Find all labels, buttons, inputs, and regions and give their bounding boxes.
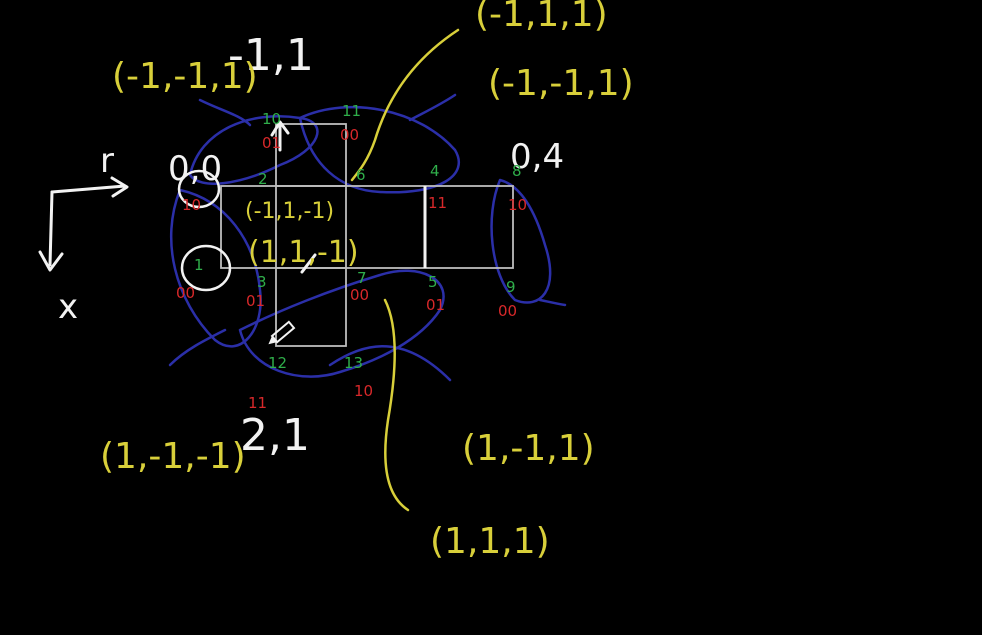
cell-index: 9	[506, 278, 516, 296]
coord-lower-marked: 2,1	[240, 410, 310, 461]
cursor-arrow-up	[270, 120, 290, 152]
blue-tail-2	[168, 328, 227, 367]
cell-code: 11	[428, 194, 447, 212]
cell-index: 1	[194, 256, 204, 274]
coord-top-right: 0,4	[510, 137, 564, 177]
blue-loop-strokes	[168, 93, 567, 382]
yellow-stroke-top	[350, 28, 460, 182]
cell-index: 2	[258, 170, 268, 188]
cell-index: 5	[428, 273, 438, 291]
cell-index: 12	[268, 354, 287, 372]
white-tick-center	[300, 253, 317, 274]
blue-loop-right-vertical	[490, 178, 552, 304]
cell-code: 10	[354, 382, 373, 400]
grid-row-upper	[220, 185, 514, 269]
blue-loop-left-top	[188, 115, 319, 185]
axis-r-label: r	[100, 141, 114, 181]
circle-cell-0	[177, 169, 221, 209]
blue-tail-3	[408, 93, 457, 122]
axis-arrows	[38, 120, 290, 272]
vector-center-2: (1,1,-1)	[248, 235, 359, 270]
vector-upper-left: (-1,-1,1)	[112, 56, 258, 97]
cell-code: 01	[426, 296, 445, 314]
vector-lower-right-1: (1,-1,1)	[462, 428, 595, 469]
cell-index: 10	[262, 110, 281, 128]
cell-code: 00	[498, 302, 517, 320]
vector-top-right-1: (-1,1,1)	[475, 0, 608, 35]
vector-center-1: (-1,1,-1)	[245, 199, 334, 224]
blue-tail-1	[198, 98, 252, 127]
axis-x-arrow	[38, 190, 64, 272]
circle-cell-1	[180, 244, 232, 292]
cell-index: 3	[257, 273, 267, 291]
cell-index: 11	[342, 102, 361, 120]
coord-upper-marked: -1,1	[228, 30, 314, 81]
cell-index: 6	[356, 166, 366, 184]
axis-x-label: x	[58, 287, 78, 327]
white-circle-marks	[177, 169, 232, 292]
cell-index: 8	[512, 162, 522, 180]
grid-cell-bottom-lower	[275, 267, 347, 347]
axis-r-arrow	[50, 176, 129, 198]
cell-index: 13	[344, 354, 363, 372]
blue-tail-4	[538, 298, 567, 307]
cell-code: 00	[350, 286, 369, 304]
blue-loop-top-right	[298, 106, 461, 194]
cell-code: 01	[262, 134, 281, 152]
blue-loop-left	[169, 188, 262, 348]
pen-cursor-icon	[268, 320, 296, 345]
cell-index: 7	[357, 269, 367, 287]
yellow-connector-strokes	[350, 28, 460, 512]
cell-code: 10	[182, 196, 201, 214]
cell-code: 01	[246, 292, 265, 310]
vector-lower-right-2: (1,1,1)	[430, 521, 550, 562]
cell-code: 11	[248, 394, 267, 412]
yellow-stroke-bottom	[383, 298, 410, 512]
cell-code: 00	[176, 284, 195, 302]
vector-lower-left: (1,-1,-1)	[100, 436, 246, 477]
vector-top-right-2: (-1,-1,1)	[488, 63, 634, 104]
blue-loop-bottom	[238, 269, 445, 378]
cell-code: 00	[340, 126, 359, 144]
blue-loop-bottom-right	[328, 345, 452, 382]
cell-code: 10	[508, 196, 527, 214]
coord-top-left: 0,0	[168, 149, 222, 189]
cell-index: 4	[430, 162, 440, 180]
